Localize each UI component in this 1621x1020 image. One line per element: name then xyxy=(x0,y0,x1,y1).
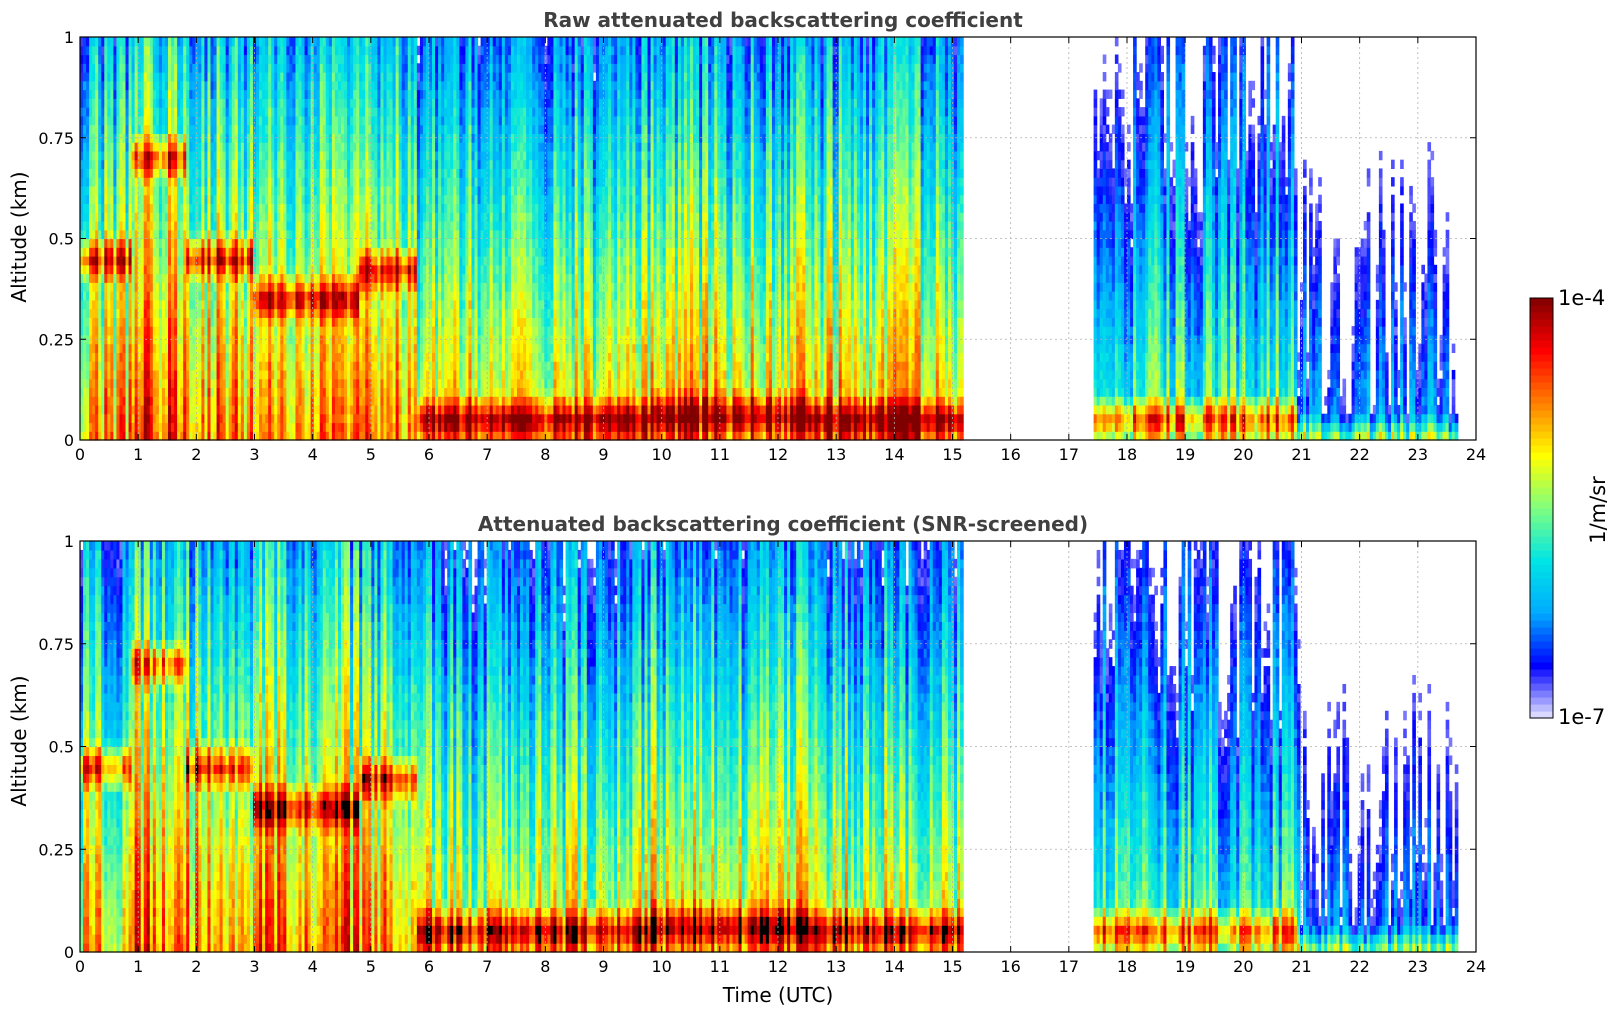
panel-title: Raw attenuated backscattering coefficien… xyxy=(543,8,1023,32)
panel-raw-backscatter: Raw attenuated backscattering coefficien… xyxy=(7,8,1486,464)
y-axis-label: Altitude (km) xyxy=(7,171,31,302)
figure: Raw attenuated backscattering coefficien… xyxy=(0,0,1621,1020)
